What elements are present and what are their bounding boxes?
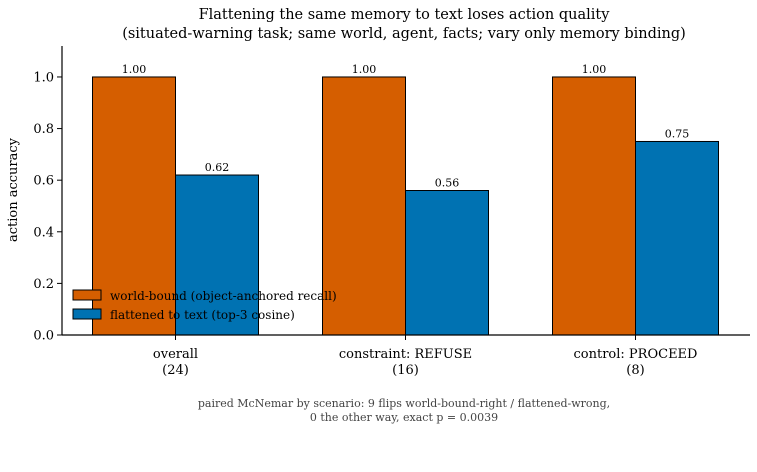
x-tick-label: control: PROCEED [574, 347, 698, 362]
legend-label: world-bound (object-anchored recall) [110, 289, 337, 303]
y-tick-label: 0.0 [33, 329, 54, 344]
bar-world-bound-1 [322, 76, 406, 336]
bar-world-bound-0 [92, 76, 176, 336]
y-tick-label: 0.2 [33, 277, 54, 292]
bar-flattened-1 [405, 190, 489, 336]
y-tick-label: 0.4 [33, 225, 54, 240]
caption-line-2: 0 the other way, exact p = 0.0039 [310, 411, 498, 424]
data-label: 1.00 [122, 63, 147, 76]
legend-swatch-world-bound [72, 289, 102, 301]
y-axis-label: action accuracy [6, 137, 21, 242]
x-tick-count: (8) [626, 363, 644, 378]
x-tick-label: constraint: REFUSE [339, 347, 472, 362]
bar-world-bound-2 [552, 76, 636, 336]
legend: world-bound (object-anchored recall) flat… [72, 289, 337, 322]
x-tick-label: overall [153, 347, 198, 362]
data-label: 1.00 [352, 63, 377, 76]
x-tick-count: (16) [392, 363, 419, 378]
data-label: 1.00 [582, 63, 607, 76]
chart-title: Flattening the same memory to text loses… [199, 7, 611, 23]
bar-flattened-0 [175, 174, 259, 336]
data-label: 0.75 [665, 127, 690, 140]
data-label: 0.62 [205, 161, 230, 174]
x-tick-count: (24) [162, 363, 189, 378]
y-tick-label: 1.0 [33, 70, 54, 85]
y-tick-label: 0.8 [33, 122, 54, 137]
caption-line-1: paired McNemar by scenario: 9 flips worl… [198, 397, 610, 410]
legend-label: flattened to text (top-3 cosine) [110, 308, 295, 322]
data-label: 0.56 [435, 177, 460, 190]
chart-subtitle: (situated-warning task; same world, agen… [122, 26, 686, 42]
bar-flattened-2 [635, 140, 719, 336]
legend-swatch-flattened [72, 308, 102, 320]
y-tick-label: 0.6 [33, 174, 54, 189]
plot-area: 1.00 1.00 1.00 0.62 0.56 0.75 0.0 0.2 0.4 0.6 0.8 1… [33, 46, 750, 378]
